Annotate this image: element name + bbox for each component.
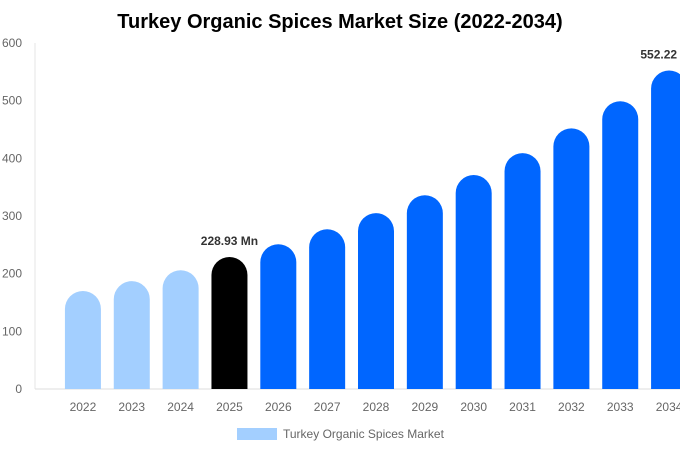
x-tick-label: 2032 [558,400,585,414]
x-tick-label: 2023 [118,400,145,414]
y-tick-label: 400 [2,151,22,165]
legend-swatch [237,428,277,440]
x-tick-label: 2024 [167,400,194,414]
x-tick-label: 2034 [656,400,680,414]
y-tick-label: 600 [2,36,22,50]
bar-2030 [455,175,492,389]
bar-2026 [260,244,297,389]
chart-title: Turkey Organic Spices Market Size (2022-… [117,11,562,33]
y-tick-label: 100 [2,324,22,338]
x-tick-label: 2033 [607,400,634,414]
legend-label: Turkey Organic Spices Market [283,427,445,441]
bar-2028 [358,213,394,389]
x-tick-label: 2026 [265,400,292,414]
bar-2032 [553,128,590,389]
x-axis: 2022 2023 2024 2025 2026 2027 2028 2029 2030 2031… [70,400,680,414]
x-tick-label: 2028 [363,400,390,414]
data-label-2025: 228.93 Mn [201,234,258,248]
y-tick-label: 200 [2,267,22,281]
bar-2023 [113,281,150,389]
y-tick-label: 0 [15,382,22,396]
bar-2034 [651,70,680,389]
x-tick-label: 2027 [314,400,341,414]
x-tick-label: 2029 [411,400,438,414]
bar-2022 [64,290,101,389]
x-tick-label: 2022 [70,400,97,414]
bar-2033 [602,101,639,389]
bar-2031 [504,153,541,389]
y-tick-label: 300 [2,209,22,223]
x-tick-label: 2025 [216,400,243,414]
bar-2027 [309,229,346,389]
bar-2024 [162,270,199,389]
data-label-2034: 552.22 Mn [640,48,680,62]
bar-2025 [211,256,248,389]
x-tick-label: 2030 [460,400,487,414]
bars [64,70,680,389]
y-tick-label: 500 [2,94,22,108]
bar-2029 [406,195,443,389]
x-tick-label: 2031 [509,400,536,414]
legend[interactable]: Turkey Organic Spices Market [237,427,445,441]
data-labels: 228.93 Mn 552.22 Mn [201,48,680,248]
